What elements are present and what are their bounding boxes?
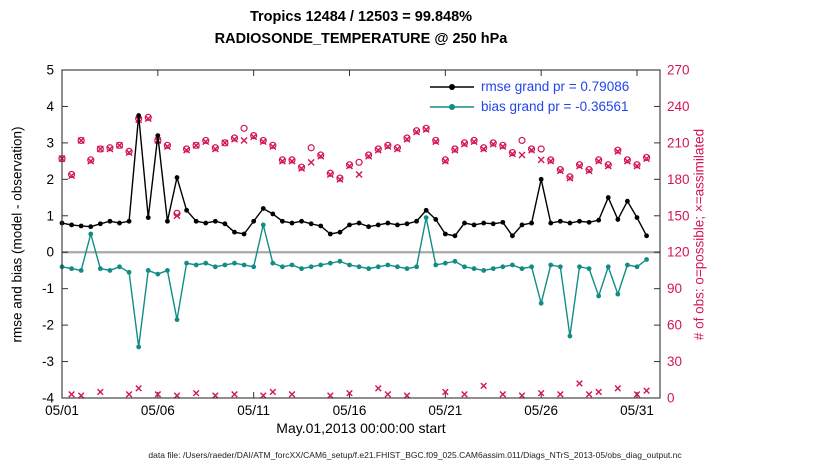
legend-label-bias: bias grand pr = -0.36561 <box>481 99 629 114</box>
chart-title-line2: RADIOSONDE_TEMPERATURE @ 250 hPa <box>214 31 508 47</box>
legend-item-rmse: rmse grand pr = 0.79086 <box>430 79 629 94</box>
svg-text:60: 60 <box>667 318 682 333</box>
svg-text:05/06: 05/06 <box>141 403 175 418</box>
svg-text:240: 240 <box>667 99 690 114</box>
right-axis-label: # of obs: o=possible; ×=assimilated <box>691 128 707 341</box>
svg-text:90: 90 <box>667 281 682 296</box>
legend: rmse grand pr = 0.79086 bias grand pr = … <box>430 79 629 114</box>
svg-text:0: 0 <box>667 391 675 406</box>
svg-text:05/11: 05/11 <box>237 403 270 418</box>
svg-text:05/26: 05/26 <box>524 403 558 418</box>
svg-text:180: 180 <box>667 172 690 187</box>
svg-text:05/31: 05/31 <box>620 403 654 418</box>
svg-text:270: 270 <box>667 63 690 78</box>
svg-text:120: 120 <box>667 245 690 260</box>
svg-text:05/16: 05/16 <box>333 403 367 418</box>
svg-text:210: 210 <box>667 135 690 150</box>
x-axis-label: May.01,2013 00:00:00 start <box>276 420 446 436</box>
svg-text:4: 4 <box>46 99 54 114</box>
svg-text:0: 0 <box>46 245 54 260</box>
svg-text:-2: -2 <box>42 318 54 333</box>
svg-text:150: 150 <box>667 208 690 223</box>
legend-label-rmse: rmse grand pr = 0.79086 <box>481 79 630 94</box>
data-file-note: data file: /Users/raeder/DAI/ATM_forcXX/… <box>148 450 682 460</box>
svg-text:-3: -3 <box>42 354 54 369</box>
bias-line-sample-icon <box>430 103 474 110</box>
svg-text:3: 3 <box>46 135 54 150</box>
svg-text:1: 1 <box>46 208 54 223</box>
left-axis-label: rmse and bias (model - observation) <box>9 126 25 343</box>
svg-text:5: 5 <box>46 63 54 78</box>
svg-text:-4: -4 <box>42 391 54 406</box>
svg-text:05/21: 05/21 <box>428 403 462 418</box>
rmse-line-sample-icon <box>430 83 474 90</box>
svg-text:2: 2 <box>46 172 54 187</box>
svg-text:05/01: 05/01 <box>45 403 79 418</box>
legend-item-bias: bias grand pr = -0.36561 <box>430 99 629 114</box>
svg-text:30: 30 <box>667 354 682 369</box>
svg-text:-1: -1 <box>42 281 54 296</box>
chart-title-line1: Tropics 12484 / 12503 = 99.848% <box>249 9 473 25</box>
